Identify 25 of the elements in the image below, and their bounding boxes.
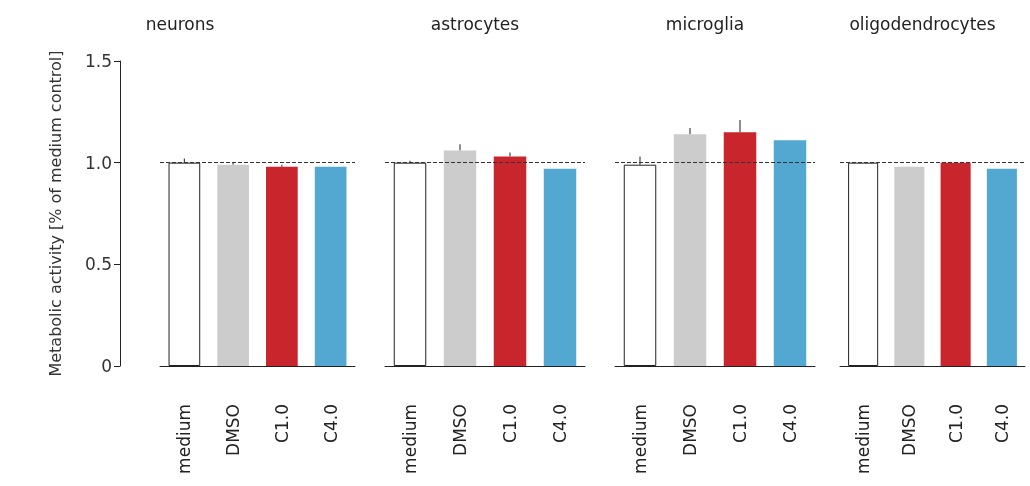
x-tick-label: C4.0 — [320, 404, 341, 443]
x-tick-label: C1.0 — [271, 404, 292, 443]
chart-title: neurons — [145, 13, 215, 34]
x-tick-label: C1.0 — [945, 404, 966, 443]
x-tick-label: C4.0 — [780, 404, 800, 443]
x-tick-label: medium — [400, 404, 420, 474]
y-tick-label: 0.5 — [84, 254, 112, 275]
x-tick-label: C4.0 — [991, 404, 1012, 443]
chart-title: oligodendrocytes — [849, 13, 996, 34]
x-tick-label: DMSO — [450, 404, 470, 456]
x-tick-label: DMSO — [223, 404, 244, 456]
x-tick-label: medium — [853, 404, 874, 474]
x-tick-label: C1.0 — [500, 404, 520, 443]
x-tick-label: medium — [630, 404, 650, 474]
chart-title: astrocytes — [430, 13, 520, 34]
x-tick-label: DMSO — [899, 404, 920, 456]
chart-title: microglia — [665, 13, 745, 34]
y-tick-label: 1.5 — [84, 51, 112, 71]
x-tick-label: DMSO — [680, 404, 700, 456]
y-tick-label: 0 — [101, 356, 112, 376]
x-tick-label: medium — [174, 404, 195, 474]
x-tick-label: C4.0 — [550, 404, 570, 443]
y-tick-label: 1.0 — [84, 152, 112, 173]
x-tick-label: C1.0 — [730, 404, 750, 443]
y-axis-title: Metabolic activity [% of medium control] — [45, 50, 65, 377]
